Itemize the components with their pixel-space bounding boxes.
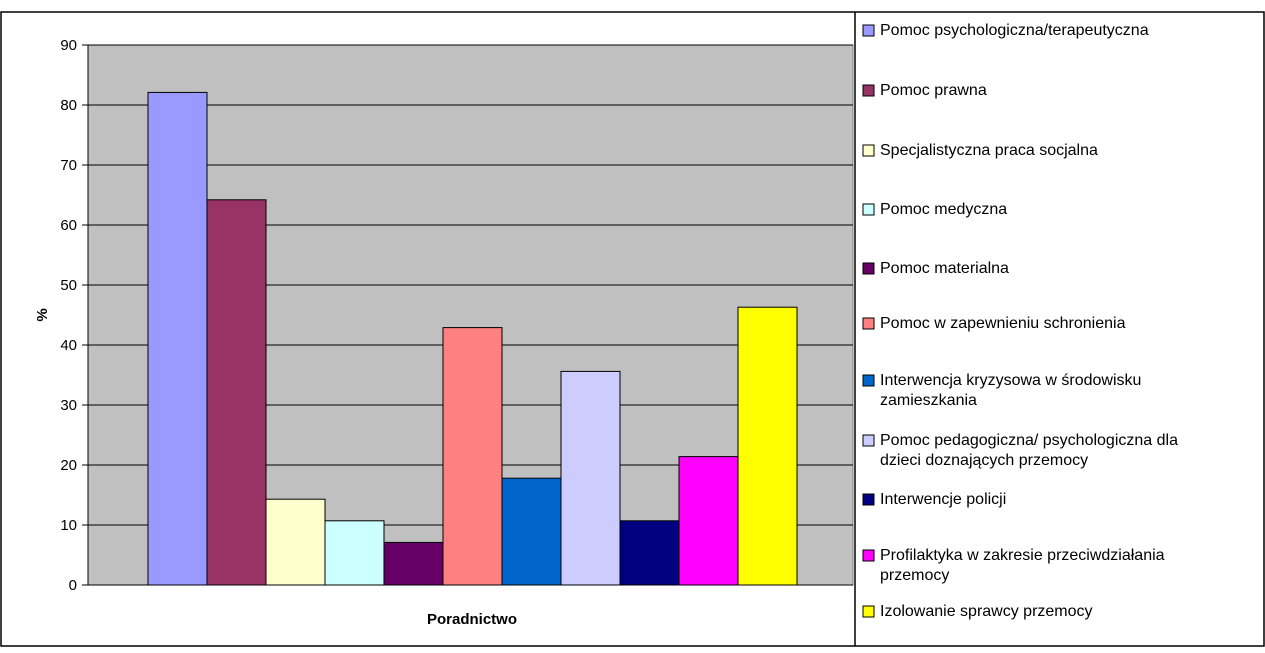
bar — [265, 498, 326, 586]
legend-label: Pomoc pedagogiczna/ psychologiczna dla dz… — [880, 432, 1178, 469]
legend-label: Profilaktyka w zakresie przeciwdziałania… — [880, 547, 1165, 584]
y-tick-label: 0 — [69, 577, 77, 594]
bar — [442, 327, 503, 586]
legend-swatch — [862, 317, 875, 330]
y-tick-label: 20 — [60, 457, 77, 474]
legend: Pomoc psychologiczna/terapeutyczna Pomoc … — [862, 22, 1178, 620]
legend-label: Specjalistyczna praca socjalna — [880, 142, 1098, 159]
y-tick-label: 40 — [60, 337, 77, 354]
x-axis-title: Poradnictwo — [427, 611, 517, 628]
legend-label: Pomoc psychologiczna/terapeutyczna — [880, 22, 1149, 39]
y-tick-label: 30 — [60, 397, 77, 414]
bar — [560, 370, 621, 586]
legend-swatch — [862, 262, 875, 275]
plot-area: 0 10 20 30 40 50 60 70 80 90 — [60, 37, 854, 594]
bar — [383, 541, 444, 586]
legend-label: Interwencje policji — [880, 491, 1006, 508]
bar — [501, 477, 562, 586]
legend-swatch — [862, 493, 875, 506]
legend-swatch — [862, 374, 875, 387]
legend-label: Interwencja kryzysowa w środowisku zamies… — [880, 372, 1141, 409]
legend-swatch — [862, 434, 875, 447]
y-tick-label: 10 — [60, 517, 77, 534]
bar — [147, 91, 208, 586]
bar — [206, 199, 267, 586]
legend-label: Pomoc materialna — [880, 260, 1009, 277]
legend-swatch — [862, 549, 875, 562]
y-axis-title: % — [34, 308, 51, 321]
legend-label: Pomoc w zapewnieniu schronienia — [880, 315, 1126, 332]
legend-swatch — [862, 144, 875, 157]
legend-swatch — [862, 605, 875, 618]
y-tick-label: 80 — [60, 97, 77, 114]
legend-label: Pomoc medyczna — [880, 201, 1007, 218]
y-tick-label: 50 — [60, 277, 77, 294]
bar — [737, 306, 798, 586]
y-tick-label: 90 — [60, 37, 77, 54]
legend-swatch — [862, 203, 875, 216]
bar — [678, 456, 739, 586]
y-tick-label: 60 — [60, 217, 77, 234]
legend-swatch — [862, 84, 875, 97]
bar — [619, 520, 680, 586]
y-tick-label: 70 — [60, 157, 77, 174]
legend-swatch — [862, 24, 875, 37]
bar — [324, 520, 385, 586]
legend-label: Pomoc prawna — [880, 82, 987, 99]
legend-label: Izolowanie sprawcy przemocy — [880, 603, 1093, 620]
